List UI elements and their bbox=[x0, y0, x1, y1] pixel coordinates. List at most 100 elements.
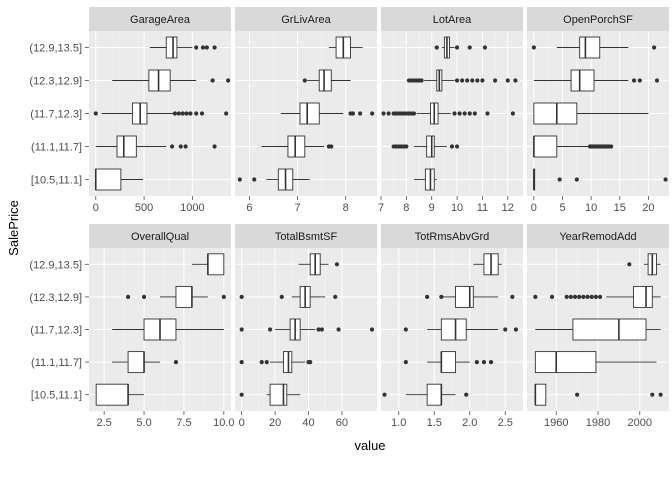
box-yearremodadd bbox=[534, 383, 663, 406]
outlier-point bbox=[333, 294, 338, 299]
outlier-point bbox=[485, 111, 490, 116]
box-grlivarea bbox=[280, 102, 375, 125]
box-iqr bbox=[207, 253, 225, 276]
x-tick-label: 2000 bbox=[628, 417, 652, 429]
outlier-point bbox=[210, 78, 215, 83]
box-iqr bbox=[148, 69, 171, 92]
box-openporchsf bbox=[533, 135, 614, 158]
box-grlivarea bbox=[261, 135, 334, 158]
box-totalbsmtsf bbox=[239, 285, 338, 308]
outlier-point bbox=[597, 294, 603, 299]
outlier-point bbox=[350, 111, 356, 116]
outlier-point bbox=[627, 262, 632, 267]
outlier-point bbox=[488, 360, 494, 365]
outlier-point bbox=[574, 177, 579, 182]
facet-strip bbox=[381, 7, 523, 31]
outlier-point bbox=[650, 392, 655, 397]
x-tick-label: 1.0 bbox=[391, 417, 406, 429]
x-tick-label: 500 bbox=[135, 202, 153, 214]
box-lotarea bbox=[434, 36, 488, 59]
box-overallqual bbox=[191, 253, 225, 276]
outlier-point bbox=[336, 327, 341, 332]
facet-strip-label: GrLivArea bbox=[281, 14, 331, 26]
x-tick-label: 0 bbox=[531, 202, 537, 214]
outlier-point bbox=[474, 360, 479, 365]
x-tick-label: 10 bbox=[585, 202, 597, 214]
box-iqr bbox=[165, 36, 178, 59]
outlier-point bbox=[239, 392, 244, 397]
outlier-point bbox=[212, 45, 217, 50]
outlier-point bbox=[663, 177, 668, 182]
box-totalbsmtsf bbox=[239, 351, 313, 374]
outlier-point bbox=[637, 78, 642, 83]
outlier-point bbox=[184, 111, 189, 116]
x-tick-label: 1960 bbox=[544, 417, 568, 429]
outlier-point bbox=[370, 111, 375, 116]
outlier-point bbox=[513, 327, 519, 332]
box-iqr bbox=[572, 318, 647, 341]
box-iqr bbox=[269, 383, 288, 406]
box-lotarea bbox=[381, 102, 515, 125]
outlier-point bbox=[654, 78, 660, 83]
outlier-point bbox=[403, 327, 408, 332]
box-openporchsf bbox=[533, 69, 660, 92]
facet-strip-label: TotRmsAbvGrd bbox=[415, 231, 490, 243]
outlier-point bbox=[568, 294, 573, 299]
outlier-point bbox=[462, 111, 467, 116]
facet-panel-openporchsf: OpenPorchSF 0 5 10 15 20 bbox=[527, 7, 669, 214]
y-tick-label: (12.3,12.9] bbox=[29, 76, 82, 88]
x-axis-title: value bbox=[354, 438, 385, 453]
y-tick-label: (11.7,12.3] bbox=[30, 325, 82, 337]
outlier-point bbox=[572, 294, 578, 299]
x-tick-label: 6 bbox=[246, 202, 252, 214]
x-tick-label: 1000 bbox=[180, 202, 204, 214]
outlier-point bbox=[505, 78, 510, 83]
outlier-point bbox=[472, 111, 477, 116]
outlier-point bbox=[467, 45, 472, 50]
box-iqr bbox=[440, 318, 467, 341]
box-iqr bbox=[95, 383, 129, 406]
y-tick-label: [10.5,11.1] bbox=[31, 175, 82, 187]
y-tick-label: (11.7,12.3] bbox=[30, 109, 82, 121]
outlier-point bbox=[452, 111, 457, 116]
box-iqr bbox=[127, 351, 145, 374]
x-tick-label: 2.5 bbox=[97, 417, 112, 429]
outlier-point bbox=[221, 294, 226, 299]
facet-strip-label: LotArea bbox=[433, 14, 472, 26]
outlier-point bbox=[658, 392, 663, 397]
y-tick-label: (11.1,11.7] bbox=[31, 357, 82, 369]
facet-strip-label: OpenPorchSF bbox=[563, 14, 633, 26]
box-overallqual bbox=[95, 383, 145, 406]
facet-strip-label: GarageArea bbox=[130, 14, 191, 26]
y-axis: [10.5,11.1] (11.1,11.7] (11.7,12.3] (12.3,1… bbox=[29, 43, 89, 402]
box-iqr bbox=[570, 69, 595, 92]
box-totrmsabvgrd bbox=[403, 318, 519, 341]
box-iqr bbox=[533, 102, 578, 125]
outlier-point bbox=[449, 144, 455, 149]
box-openporchsf bbox=[531, 36, 657, 59]
outlier-point bbox=[302, 78, 307, 83]
box-iqr bbox=[534, 351, 597, 374]
box-yearremodadd bbox=[534, 351, 657, 374]
box-iqr bbox=[633, 285, 653, 308]
outlier-point bbox=[264, 360, 269, 365]
box-iqr bbox=[533, 135, 558, 158]
box-iqr bbox=[318, 69, 332, 92]
outlier-point bbox=[403, 360, 408, 365]
outlier-point bbox=[93, 111, 98, 116]
box-iqr bbox=[426, 383, 442, 406]
outlier-point bbox=[319, 327, 324, 332]
outlier-point bbox=[481, 360, 487, 365]
facet-panel-garagearea: GarageArea 0 500 1000 bbox=[89, 7, 231, 214]
x-tick-label: 20 bbox=[642, 202, 654, 214]
facet-panel-grlivarea: GrLivArea 6 7 8 bbox=[235, 7, 377, 214]
outlier-point bbox=[557, 177, 562, 182]
outlier-point bbox=[404, 144, 409, 149]
x-tick-label: 1980 bbox=[586, 417, 610, 429]
facet-panel-yearremodadd: YearRemodAdd 1960 1980 2000 bbox=[527, 224, 669, 429]
outlier-point bbox=[513, 78, 518, 83]
outlier-point bbox=[593, 294, 599, 299]
outlier-point bbox=[609, 144, 614, 149]
outlier-point bbox=[382, 392, 387, 397]
outlier-point bbox=[252, 177, 257, 182]
